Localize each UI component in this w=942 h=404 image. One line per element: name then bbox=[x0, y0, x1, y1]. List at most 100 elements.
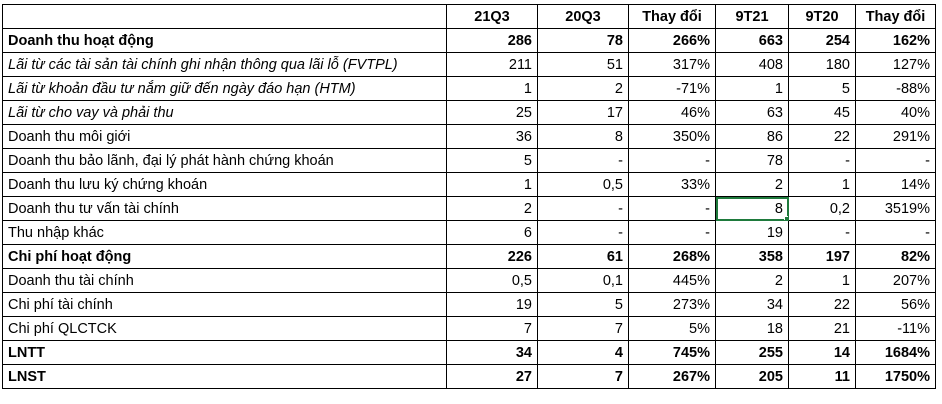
value-cell[interactable]: -11% bbox=[855, 316, 936, 341]
value-cell[interactable]: 7 bbox=[537, 316, 629, 341]
value-cell[interactable]: - bbox=[628, 196, 716, 221]
value-cell[interactable]: 78 bbox=[715, 148, 789, 173]
value-cell[interactable]: 273% bbox=[628, 292, 716, 317]
value-cell[interactable]: 40% bbox=[855, 100, 936, 125]
value-cell[interactable]: 268% bbox=[628, 244, 716, 269]
value-cell[interactable]: 4 bbox=[537, 340, 629, 365]
value-cell[interactable]: - bbox=[537, 196, 629, 221]
value-cell[interactable]: 1 bbox=[715, 76, 789, 101]
value-cell[interactable]: 350% bbox=[628, 124, 716, 149]
value-cell[interactable]: 286 bbox=[446, 28, 538, 53]
value-cell[interactable]: -88% bbox=[855, 76, 936, 101]
value-cell[interactable]: 2 bbox=[715, 172, 789, 197]
value-cell[interactable]: - bbox=[788, 148, 856, 173]
header-cell[interactable]: 20Q3 bbox=[537, 4, 629, 29]
value-cell[interactable]: 19 bbox=[715, 220, 789, 245]
selected-cell[interactable]: 8 bbox=[715, 196, 789, 221]
row-label-cell[interactable]: Chi phí hoạt động bbox=[2, 244, 447, 269]
value-cell[interactable]: 6 bbox=[446, 220, 538, 245]
row-label-cell[interactable]: Chi phí tài chính bbox=[2, 292, 447, 317]
value-cell[interactable]: 162% bbox=[855, 28, 936, 53]
value-cell[interactable]: - bbox=[537, 148, 629, 173]
value-cell[interactable]: 127% bbox=[855, 52, 936, 77]
value-cell[interactable]: 51 bbox=[537, 52, 629, 77]
value-cell[interactable]: 663 bbox=[715, 28, 789, 53]
header-cell[interactable]: 21Q3 bbox=[446, 4, 538, 29]
value-cell[interactable]: 45 bbox=[788, 100, 856, 125]
row-label-cell[interactable]: Doanh thu hoạt động bbox=[2, 28, 447, 53]
header-cell[interactable]: Thay đổi bbox=[628, 4, 716, 29]
value-cell[interactable]: 1 bbox=[446, 172, 538, 197]
value-cell[interactable]: 1 bbox=[788, 268, 856, 293]
value-cell[interactable]: 46% bbox=[628, 100, 716, 125]
value-cell[interactable]: 3519% bbox=[855, 196, 936, 221]
value-cell[interactable]: 14% bbox=[855, 172, 936, 197]
value-cell[interactable]: 21 bbox=[788, 316, 856, 341]
value-cell[interactable]: 86 bbox=[715, 124, 789, 149]
value-cell[interactable]: 5 bbox=[788, 76, 856, 101]
value-cell[interactable]: 205 bbox=[715, 364, 789, 389]
value-cell[interactable]: 22 bbox=[788, 124, 856, 149]
header-cell[interactable]: 9T20 bbox=[788, 4, 856, 29]
value-cell[interactable]: 1684% bbox=[855, 340, 936, 365]
value-cell[interactable]: 291% bbox=[855, 124, 936, 149]
value-cell[interactable]: 8 bbox=[537, 124, 629, 149]
value-cell[interactable]: 14 bbox=[788, 340, 856, 365]
header-cell-label[interactable] bbox=[2, 4, 447, 29]
value-cell[interactable]: 266% bbox=[628, 28, 716, 53]
row-label-cell[interactable]: LNST bbox=[2, 364, 447, 389]
value-cell[interactable]: 5 bbox=[446, 148, 538, 173]
value-cell[interactable]: 27 bbox=[446, 364, 538, 389]
value-cell[interactable]: 197 bbox=[788, 244, 856, 269]
value-cell[interactable]: 7 bbox=[446, 316, 538, 341]
header-cell[interactable]: Thay đổi bbox=[855, 4, 936, 29]
value-cell[interactable]: - bbox=[537, 220, 629, 245]
value-cell[interactable]: 56% bbox=[855, 292, 936, 317]
value-cell[interactable]: 267% bbox=[628, 364, 716, 389]
row-label-cell[interactable]: Lãi từ cho vay và phải thu bbox=[2, 100, 447, 125]
row-label-cell[interactable]: Doanh thu tài chính bbox=[2, 268, 447, 293]
value-cell[interactable]: 82% bbox=[855, 244, 936, 269]
row-label-cell[interactable]: Lãi từ các tài sản tài chính ghi nhận th… bbox=[2, 52, 447, 77]
header-cell[interactable]: 9T21 bbox=[715, 4, 789, 29]
value-cell[interactable]: 2 bbox=[446, 196, 538, 221]
row-label-cell[interactable]: Lãi từ khoản đầu tư nắm giữ đến ngày đáo… bbox=[2, 76, 447, 101]
value-cell[interactable]: - bbox=[855, 220, 936, 245]
value-cell[interactable]: - bbox=[628, 148, 716, 173]
value-cell[interactable]: 358 bbox=[715, 244, 789, 269]
value-cell[interactable]: 317% bbox=[628, 52, 716, 77]
value-cell[interactable]: 1 bbox=[788, 172, 856, 197]
value-cell[interactable]: 34 bbox=[715, 292, 789, 317]
value-cell[interactable]: 2 bbox=[537, 76, 629, 101]
row-label-cell[interactable]: Doanh thu môi giới bbox=[2, 124, 447, 149]
value-cell[interactable]: - bbox=[855, 148, 936, 173]
value-cell[interactable]: 408 bbox=[715, 52, 789, 77]
value-cell[interactable]: 36 bbox=[446, 124, 538, 149]
row-label-cell[interactable]: LNTT bbox=[2, 340, 447, 365]
value-cell[interactable]: 180 bbox=[788, 52, 856, 77]
value-cell[interactable]: 0,5 bbox=[446, 268, 538, 293]
value-cell[interactable]: 1 bbox=[446, 76, 538, 101]
value-cell[interactable]: 18 bbox=[715, 316, 789, 341]
value-cell[interactable]: - bbox=[628, 220, 716, 245]
value-cell[interactable]: - bbox=[788, 220, 856, 245]
value-cell[interactable]: 11 bbox=[788, 364, 856, 389]
value-cell[interactable]: 0,2 bbox=[788, 196, 856, 221]
value-cell[interactable]: 2 bbox=[715, 268, 789, 293]
value-cell[interactable]: -71% bbox=[628, 76, 716, 101]
value-cell[interactable]: 0,1 bbox=[537, 268, 629, 293]
row-label-cell[interactable]: Doanh thu tư vấn tài chính bbox=[2, 196, 447, 221]
value-cell[interactable]: 254 bbox=[788, 28, 856, 53]
value-cell[interactable]: 1750% bbox=[855, 364, 936, 389]
value-cell[interactable]: 7 bbox=[537, 364, 629, 389]
value-cell[interactable]: 0,5 bbox=[537, 172, 629, 197]
value-cell[interactable]: 207% bbox=[855, 268, 936, 293]
value-cell[interactable]: 19 bbox=[446, 292, 538, 317]
value-cell[interactable]: 33% bbox=[628, 172, 716, 197]
value-cell[interactable]: 25 bbox=[446, 100, 538, 125]
value-cell[interactable]: 34 bbox=[446, 340, 538, 365]
value-cell[interactable]: 226 bbox=[446, 244, 538, 269]
row-label-cell[interactable]: Doanh thu bảo lãnh, đại lý phát hành chứ… bbox=[2, 148, 447, 173]
row-label-cell[interactable]: Thu nhập khác bbox=[2, 220, 447, 245]
value-cell[interactable]: 17 bbox=[537, 100, 629, 125]
